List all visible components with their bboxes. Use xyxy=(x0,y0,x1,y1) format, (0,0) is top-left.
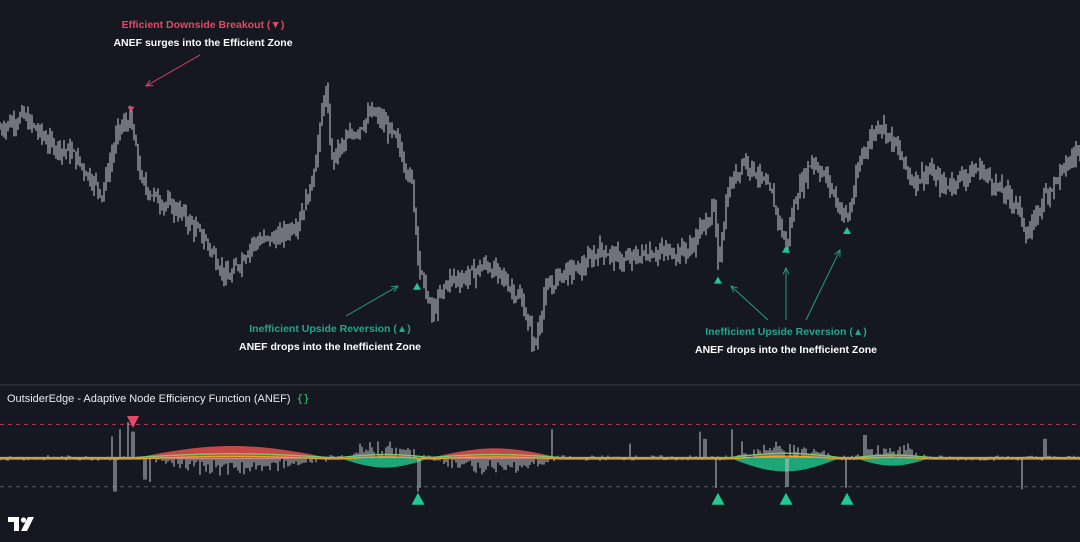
annotation-subtitle: ANEF surges into the Efficient Zone xyxy=(113,37,293,49)
inefficient-fill-zone xyxy=(730,456,840,472)
annotation-arrows xyxy=(145,54,841,321)
arrow-head xyxy=(782,266,790,275)
settings-brace-icon[interactable]: {} xyxy=(296,392,310,405)
price-pane xyxy=(0,82,1080,352)
anef-fast-line xyxy=(0,455,1080,460)
inefficient-fill-zone xyxy=(855,457,930,466)
annotation-subtitle: ANEF drops into the Inefficient Zone xyxy=(239,341,421,353)
arrow-head xyxy=(730,285,738,293)
arrow-head xyxy=(834,249,841,258)
annotation-arrow xyxy=(345,285,399,317)
up-signal-marker xyxy=(413,282,421,290)
annotation-subtitle: ANEF drops into the Inefficient Zone xyxy=(695,344,877,356)
efficient-fill-zone xyxy=(135,446,330,460)
indicator-up-signal xyxy=(779,492,793,505)
arrow-head xyxy=(145,79,154,87)
up-signal-marker xyxy=(782,245,790,253)
annotation-title: Inefficient Upside Reversion (▲) xyxy=(705,326,867,338)
annotation-title: Efficient Downside Breakout (▼) xyxy=(121,19,285,31)
indicator-down-signal xyxy=(127,416,139,428)
inefficient-fill-zone xyxy=(340,457,430,468)
annotation-efficient-breakout: Efficient Downside Breakout (▼) ANEF sur… xyxy=(108,18,298,50)
annotation-arrow xyxy=(805,249,841,321)
indicator-pane xyxy=(0,416,1080,505)
arrow-head xyxy=(390,285,399,293)
up-signal-marker xyxy=(714,276,722,284)
anef-slow-line xyxy=(0,452,1080,459)
annotation-inefficient-reversion-2: Inefficient Upside Reversion (▲) ANEF dr… xyxy=(688,325,884,357)
annotation-arrow xyxy=(145,54,201,87)
indicator-up-signal xyxy=(840,492,854,505)
down-signal-marker xyxy=(127,106,135,113)
up-signal-marker xyxy=(843,227,851,234)
indicator-title[interactable]: OutsiderEdge - Adaptive Node Efficiency … xyxy=(7,392,310,405)
indicator-up-signal xyxy=(411,492,425,505)
tradingview-logo-icon[interactable] xyxy=(8,516,38,532)
annotation-inefficient-reversion-1: Inefficient Upside Reversion (▲) ANEF dr… xyxy=(232,322,428,354)
annotation-arrow xyxy=(730,285,769,321)
annotation-title: Inefficient Upside Reversion (▲) xyxy=(249,323,411,335)
indicator-name: OutsiderEdge - Adaptive Node Efficiency … xyxy=(7,393,291,405)
efficient-fill-zone xyxy=(430,448,560,459)
indicator-up-signal xyxy=(711,492,725,505)
